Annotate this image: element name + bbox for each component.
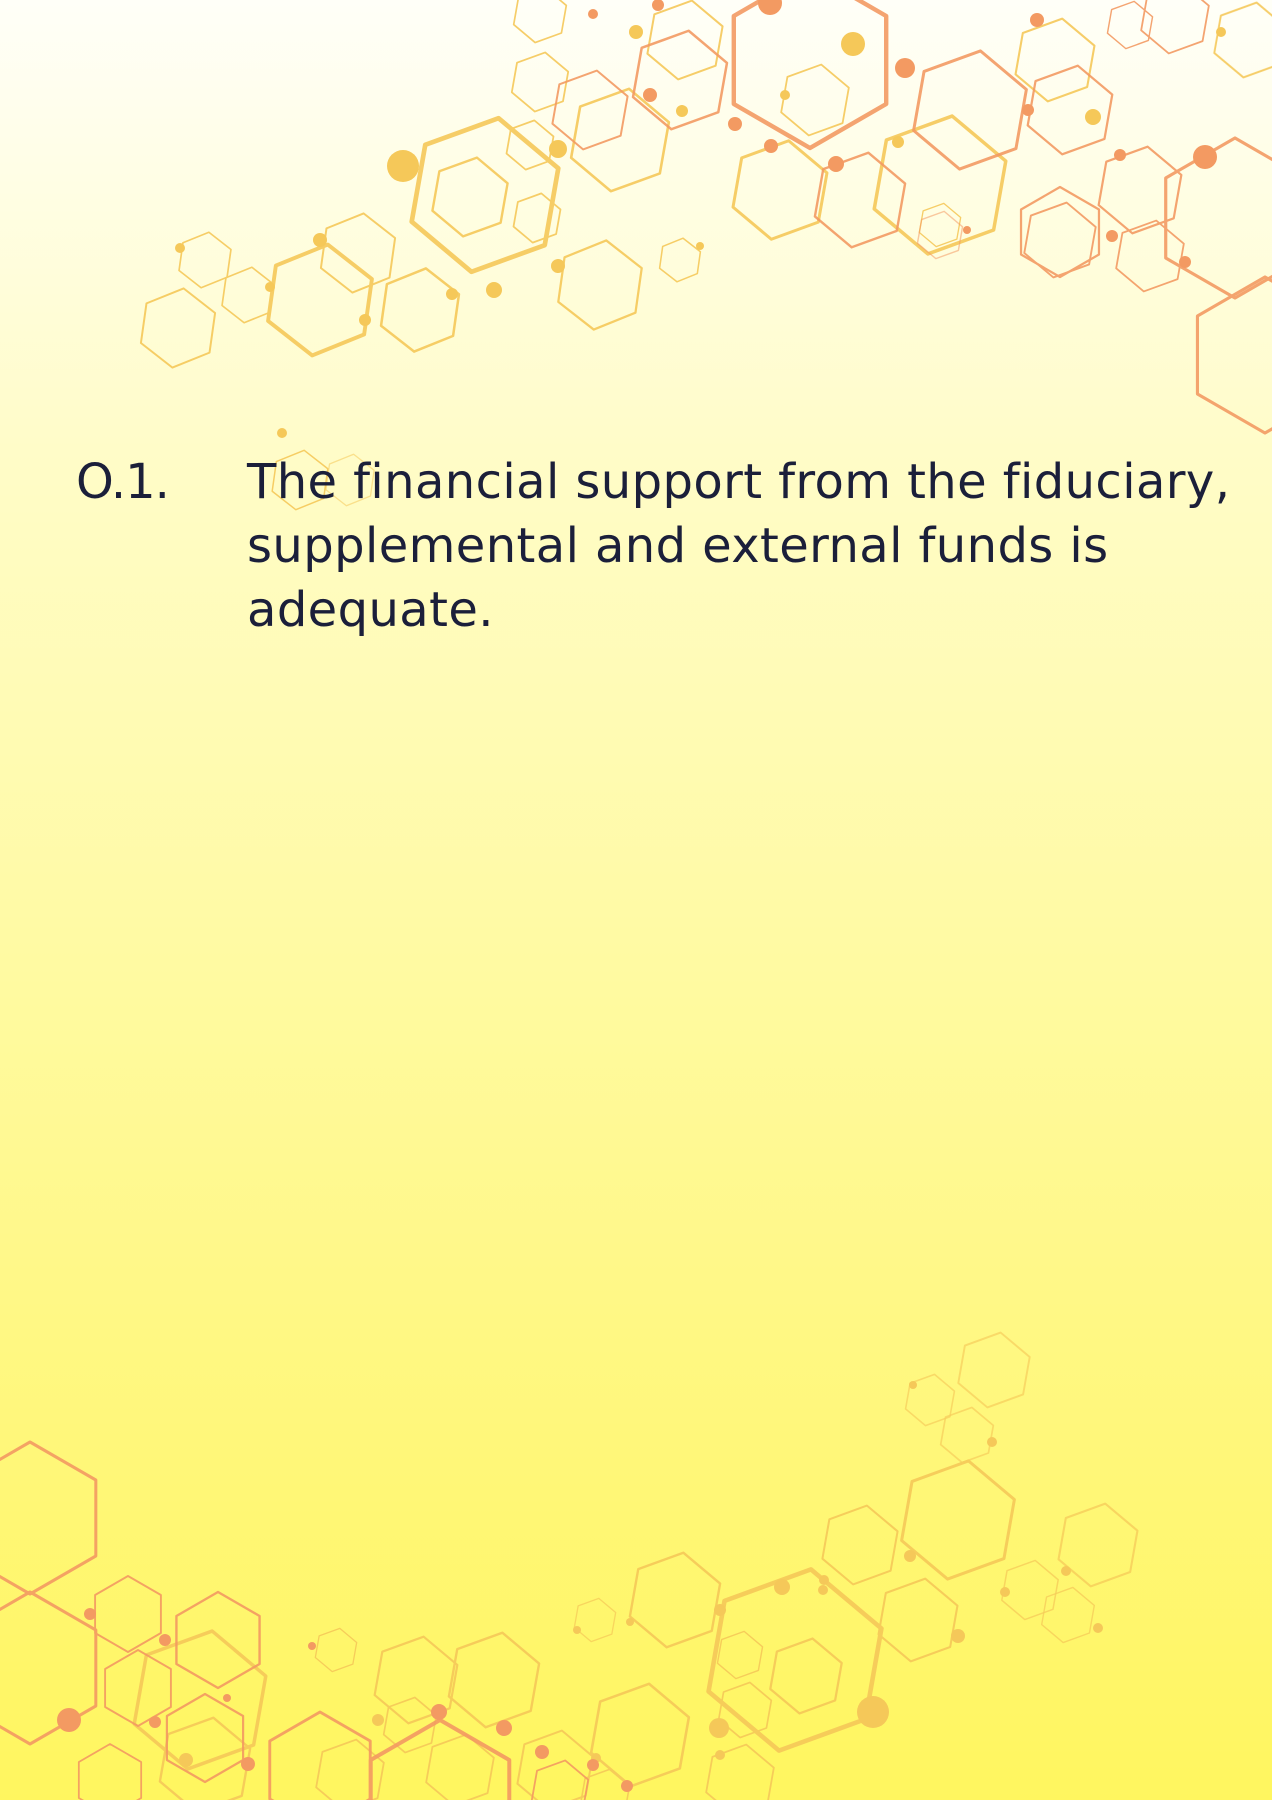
question-number: O.1. bbox=[76, 454, 170, 510]
question-text: The financial support from the fiduciary… bbox=[247, 454, 1231, 638]
